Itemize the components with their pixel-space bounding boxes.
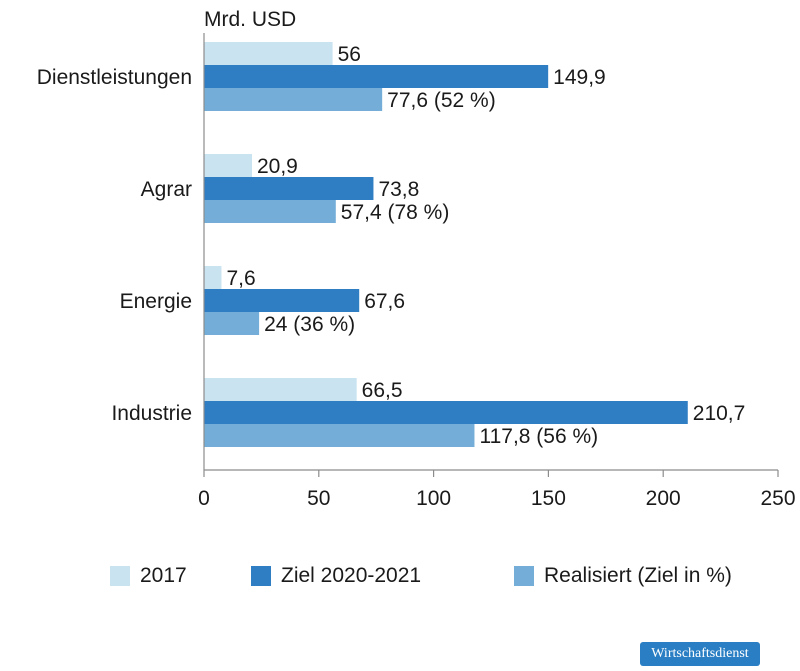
x-tick-label-200: 200 bbox=[646, 487, 681, 510]
bar-energie-2 bbox=[204, 312, 260, 335]
legend-swatch-realisiert bbox=[514, 566, 534, 586]
value-label-agrar-1: 73,8 bbox=[378, 178, 419, 201]
bar-dienstleistungen-0 bbox=[204, 42, 333, 65]
category-label-agrar: Agrar bbox=[141, 178, 192, 201]
legend-label-2017: 2017 bbox=[140, 564, 187, 587]
unit-label: Mrd. USD bbox=[204, 8, 296, 31]
bar-industrie-2 bbox=[204, 424, 475, 447]
bar-dienstleistungen-2 bbox=[204, 88, 383, 111]
bar-agrar-2 bbox=[204, 200, 336, 223]
x-tick-label-100: 100 bbox=[416, 487, 451, 510]
value-label-agrar-2: 57,4 (78 %) bbox=[341, 201, 450, 224]
x-tick-label-250: 250 bbox=[760, 487, 795, 510]
bar-agrar-1 bbox=[204, 177, 374, 200]
legend-item-ziel: Ziel 2020-2021 bbox=[251, 564, 421, 588]
value-label-agrar-0: 20,9 bbox=[257, 155, 298, 178]
value-label-energie-0: 7,6 bbox=[226, 267, 255, 290]
category-label-energie: Energie bbox=[120, 290, 192, 313]
legend-label-ziel: Ziel 2020-2021 bbox=[281, 564, 422, 587]
x-tick-label-0: 0 bbox=[198, 487, 210, 510]
legend: 2017 Ziel 2020-2021 Realisiert (Ziel in … bbox=[0, 560, 800, 594]
source-badge: Wirtschaftsdienst bbox=[640, 642, 760, 666]
category-label-industrie: Industrie bbox=[111, 402, 192, 425]
legend-label-realisiert: Realisiert (Ziel in %) bbox=[544, 564, 732, 587]
bar-energie-1 bbox=[204, 289, 360, 312]
legend-item-2017: 2017 bbox=[110, 564, 187, 588]
bar-agrar-0 bbox=[204, 154, 252, 177]
bar-industrie-0 bbox=[204, 378, 357, 401]
value-label-dienstleistungen-2: 77,6 (52 %) bbox=[387, 89, 496, 112]
x-tick-label-150: 150 bbox=[531, 487, 566, 510]
value-label-industrie-0: 66,5 bbox=[362, 379, 403, 402]
bar-industrie-1 bbox=[204, 401, 688, 424]
value-label-dienstleistungen-1: 149,9 bbox=[553, 66, 606, 89]
value-label-dienstleistungen-0: 56 bbox=[338, 43, 361, 66]
x-tick-label-50: 50 bbox=[307, 487, 330, 510]
value-label-industrie-1: 210,7 bbox=[693, 402, 746, 425]
bar-energie-0 bbox=[204, 266, 222, 289]
value-label-energie-2: 24 (36 %) bbox=[264, 313, 355, 336]
bar-dienstleistungen-1 bbox=[204, 65, 549, 88]
value-label-energie-1: 67,6 bbox=[364, 290, 405, 313]
legend-swatch-ziel bbox=[251, 566, 271, 586]
bar-chart: Mrd. USD 56 149,9 77,6 (52 %) Dienstleistung… bbox=[37, 8, 796, 510]
category-label-dienstleistungen: Dienstleistungen bbox=[37, 66, 192, 89]
legend-swatch-2017 bbox=[110, 566, 130, 586]
legend-item-realisiert: Realisiert (Ziel in %) bbox=[514, 564, 732, 588]
value-label-industrie-2: 117,8 (56 %) bbox=[479, 425, 598, 448]
